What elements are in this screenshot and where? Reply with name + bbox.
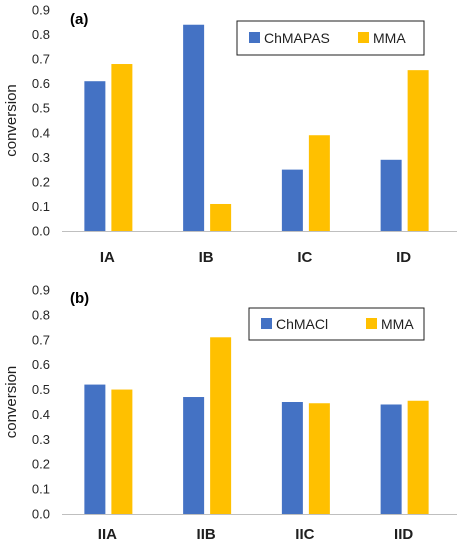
y-tick-label: 0.5 <box>32 101 50 116</box>
y-tick-label: 0.5 <box>32 382 50 397</box>
legend-box <box>248 307 425 341</box>
y-tick-label: 0.4 <box>32 407 50 422</box>
x-category-label: IIC <box>295 526 314 543</box>
y-tick-label: 0.3 <box>32 150 50 165</box>
panel-label: (a) <box>70 11 88 28</box>
bar-mma-iic <box>308 403 330 514</box>
chart-panel-a: 0.0 0.1 0.2 0.3 0.4 0.5 0.6 0.7 0.8 0.9 conversion… <box>3 3 457 266</box>
legend-entry: MMA <box>381 316 414 332</box>
y-tick-label: 0.6 <box>32 357 50 372</box>
bar-chmapas-ia <box>84 81 106 231</box>
y-tick-label: 0.2 <box>32 174 50 189</box>
bar-chmacl-iic <box>281 402 303 514</box>
bar-mma-ib <box>210 203 232 231</box>
y-axis-title: conversion <box>3 84 20 157</box>
y-tick-label: 0.8 <box>32 307 50 322</box>
bar-chmapas-id <box>380 159 402 231</box>
y-tick-label: 0.9 <box>32 283 50 298</box>
x-category-label: IIB <box>197 526 216 543</box>
y-tick-label: 0.7 <box>32 52 50 67</box>
x-category-label: IIA <box>98 526 117 543</box>
bar-chmapas-ic <box>281 169 303 231</box>
bar-mma-iia <box>111 389 133 514</box>
bar-mma-ic <box>308 135 330 231</box>
bar-chmacl-iib <box>183 397 205 514</box>
x-category-label: IC <box>297 249 312 266</box>
legend-box <box>236 20 425 56</box>
bar-chmapas-ib <box>183 24 205 231</box>
y-tick-label: 0.1 <box>32 199 50 214</box>
bar-mma-ia <box>111 64 133 232</box>
legend-swatch <box>249 32 260 43</box>
y-tick-label: 0.2 <box>32 457 50 472</box>
y-tick-label: 0.4 <box>32 125 50 140</box>
y-tick-label: 0.0 <box>32 224 50 239</box>
legend-entry: ChMAPAS <box>264 30 330 46</box>
x-category-label: IID <box>394 526 413 543</box>
y-tick-label: 0.9 <box>32 3 50 18</box>
bar-chmacl-iia <box>84 384 106 514</box>
legend-swatch <box>358 32 369 43</box>
chart-panel-b: 0.0 0.1 0.2 0.3 0.4 0.5 0.6 0.7 0.8 0.9 conversion… <box>3 283 457 543</box>
y-tick-label: 0.8 <box>32 27 50 42</box>
y-tick-label: 0.7 <box>32 332 50 347</box>
y-tick-label: 0.6 <box>32 76 50 91</box>
y-axis-title: conversion <box>3 366 20 439</box>
legend-swatch <box>366 318 377 329</box>
panel-label: (b) <box>70 290 89 307</box>
legend-swatch <box>261 318 272 329</box>
legend-entry: MMA <box>373 30 406 46</box>
x-category-label: IA <box>100 249 115 266</box>
bar-mma-iib <box>210 337 232 514</box>
y-tick-label: 0.1 <box>32 482 50 497</box>
y-tick-label: 0.3 <box>32 432 50 447</box>
x-category-label: IB <box>199 249 214 266</box>
bar-chmacl-iid <box>380 404 402 514</box>
bar-mma-iid <box>407 400 429 514</box>
x-category-label: ID <box>396 249 411 266</box>
legend-entry: ChMACl <box>276 316 328 332</box>
y-tick-label: 0.0 <box>32 507 50 522</box>
bar-mma-id <box>407 70 429 232</box>
